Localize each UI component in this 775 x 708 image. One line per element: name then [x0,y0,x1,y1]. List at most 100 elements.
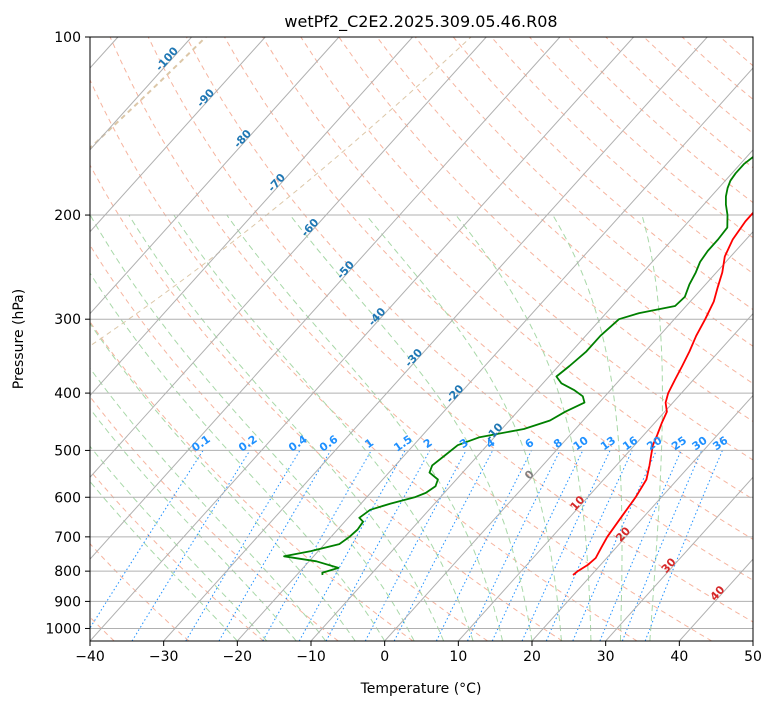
moist-adiabat [90,272,386,641]
dry-adiabat [719,37,753,67]
y-tick-label: 100 [54,30,81,46]
mixing-ratio-label: 0.1 [189,433,212,455]
warm-isotherm-label: 40 [708,583,728,603]
mixing-ratio-line [545,450,633,641]
y-tick-label: 1000 [45,621,81,637]
mixing-ratio-line [185,450,301,641]
dry-adiabat [758,37,775,641]
isotherm-label: -20 [443,382,466,406]
x-tick-label: 50 [744,649,762,665]
dry-adiabat [300,37,753,461]
moist-adiabat [90,214,415,641]
moist-adiabat [90,408,297,641]
isotherm-line [163,37,708,641]
x-tick-label: 20 [523,649,541,665]
dry-adiabat [605,37,753,169]
moist-adiabat [90,322,356,641]
y-tick-label: 300 [54,312,81,328]
background-lines [90,37,775,641]
x-tick-label: −30 [149,649,179,665]
plot-frame [89,36,754,642]
mixing-ratio-label: 6 [523,436,537,451]
isotherm-label: -50 [334,258,357,282]
isotherm-line [310,149,753,641]
x-tick-label: −10 [296,649,326,665]
isotherm-label: -70 [265,171,288,195]
isotherm-line [90,37,413,397]
mixing-ratio-line [435,450,532,641]
isotherm-line [90,37,487,479]
isotherm-line [605,476,753,641]
isotherm-line [90,37,192,151]
isotherm-line [90,37,266,233]
y-tick-label: 400 [54,386,81,402]
mixing-ratio-line [364,450,467,641]
x-axis-label: Temperature (°C) [360,681,482,697]
warm-isotherm-label: 30 [659,555,679,575]
moist-adiabat [90,445,268,641]
isotherm-line [678,558,753,641]
isotherm-line [752,640,753,641]
y-tick-label: 700 [54,530,81,546]
chart-title: wetPf2_C2E2.2025.309.05.46.R08 [284,12,557,32]
y-tick-label: 800 [54,564,81,580]
moist-adiabat [226,214,503,641]
mixing-ratio-line [298,450,406,641]
isotherm-label: -30 [402,346,425,370]
moist-adiabat [173,214,474,641]
x-tick-label: −20 [223,649,253,665]
isotherm-label: -100 [153,44,181,73]
moist-adiabat [90,367,327,641]
isotherm-line [457,312,753,641]
mixing-ratio-label: 3 [457,436,471,451]
mixing-ratio-line [599,450,682,641]
warm-isotherm-label: 10 [568,493,588,513]
mixing-ratio-line [325,450,431,641]
dry-adiabat [643,37,753,134]
y-tick-label: 500 [54,443,81,459]
moist-adiabat [128,214,445,641]
mixing-ratio-line [644,450,723,641]
dry-adiabat [262,37,753,500]
mixing-ratio-line [131,450,251,641]
mixing-ratio-line [90,450,204,629]
dry-adiabat [376,37,753,385]
dry-adiabat [90,244,488,641]
isotherm-line [90,37,634,641]
mixing-ratio-line [491,450,584,641]
mixing-ratio-label: 0.6 [317,432,341,454]
x-tick-label: −40 [75,649,105,665]
x-axis: −40 −30 −20 −10 0 10 20 30 40 50 [75,641,762,665]
dry-adiabat [109,37,712,641]
y-tick-label: 900 [54,594,81,610]
isotherm-line [90,37,561,560]
y-tick-label: 200 [54,208,81,224]
mixing-ratio-line [467,450,561,641]
x-tick-label: 30 [597,649,615,665]
mixing-ratio-label: 0.4 [286,432,310,454]
dry-adiabat [224,37,753,540]
profile-lines [283,155,753,576]
mixing-ratio-label: 2 [421,436,435,451]
mixing-ratio-line [262,450,372,641]
isotherm-line [384,230,753,641]
mixing-ratio-line [572,450,657,641]
moist-adiabat [365,214,562,641]
isotherm-line [531,394,753,641]
dewpoint-profile-line [283,155,753,576]
warm-isotherm-label: 20 [613,524,633,544]
dry-adiabat [90,543,190,641]
dry-adiabat [90,78,638,641]
isotherm-label: -90 [194,86,217,110]
dry-adiabat [681,37,753,101]
x-tick-label: 40 [670,649,688,665]
moist-adiabat [90,480,238,641]
moist-adiabat [455,214,592,641]
dry-adiabat [529,37,753,239]
dry-adiabat [491,37,753,275]
moist-adiabat [641,214,663,641]
isotherm-line [90,37,340,315]
dry-adiabat [414,37,753,347]
moist-adiabat [552,214,623,641]
